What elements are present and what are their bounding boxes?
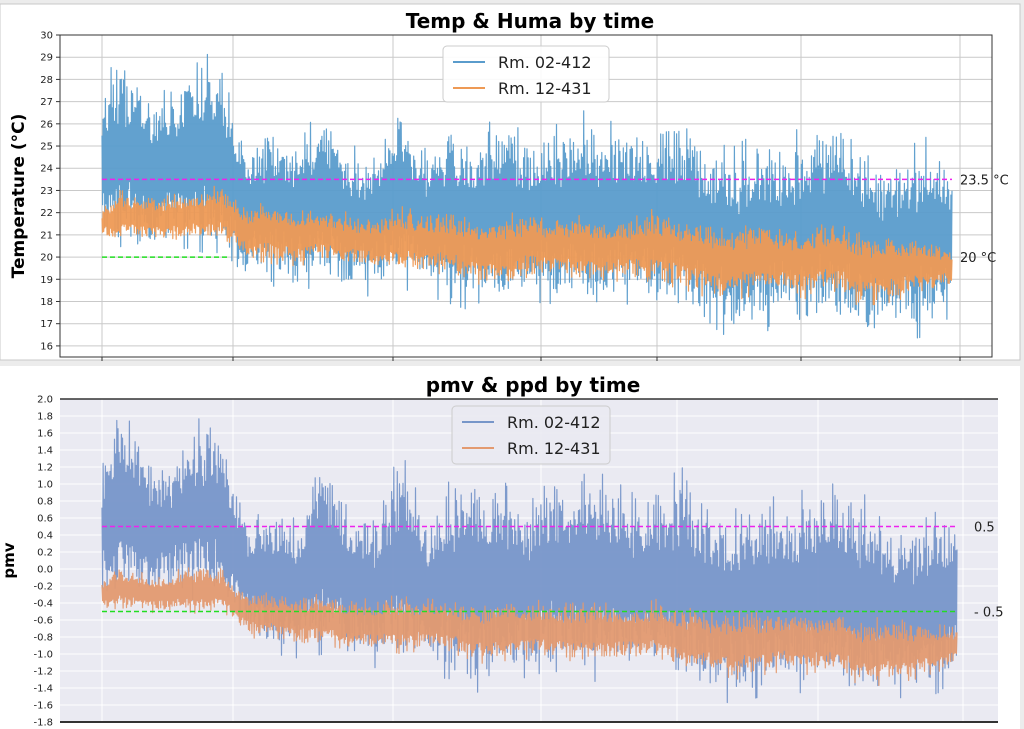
plot-frame <box>59 34 993 358</box>
temperature-chart: 16 17 18 19 20 21 22 23 24 25 26 27 28 29 30 23.5 °C 20 … <box>9 9 1009 361</box>
y-tick-label: 27 <box>40 97 53 108</box>
y-tick-label: 28 <box>40 75 53 86</box>
reference-label: 0.5 <box>974 521 995 536</box>
y-tick-label: -0.8 <box>33 633 53 644</box>
y-axis-label: Temperature (°C) <box>9 114 29 279</box>
y-axis-label: pmv <box>0 542 18 578</box>
y-tick-label: -1.2 <box>33 667 53 678</box>
y-tick-label: 26 <box>40 119 53 130</box>
legend-label: Rm. 12-431 <box>507 439 601 458</box>
y-tick-label: 20 <box>40 253 53 264</box>
series-line-rm-12-431 <box>101 567 958 686</box>
y-tick-label: 0.4 <box>37 531 53 542</box>
y-tick-label: -1.8 <box>33 718 53 729</box>
y-tick-label: 22 <box>40 208 53 219</box>
y-tick-label: 24 <box>40 164 53 175</box>
y-tick-label: -1.4 <box>33 684 53 695</box>
reference-label: 23.5 °C <box>960 173 1009 188</box>
chart-title: Temp & Huma by time <box>406 9 655 33</box>
y-tick-label: 23 <box>40 186 53 197</box>
y-tick-label: 1.6 <box>37 429 53 440</box>
y-tick-label: 30 <box>40 31 53 42</box>
series-line-rm-02-412 <box>101 53 953 339</box>
chart-title: pmv & ppd by time <box>426 373 641 397</box>
y-tick-label: -0.6 <box>33 616 53 627</box>
y-tick-label: 19 <box>40 275 53 286</box>
legend-label: Rm. 12-431 <box>498 79 592 98</box>
reference-label: 20 °C <box>960 251 996 266</box>
legend-label: Rm. 02-412 <box>507 413 601 432</box>
y-tick-label: 25 <box>40 142 53 153</box>
y-tick-label: 0.8 <box>37 497 53 508</box>
y-tick-label: 16 <box>40 341 53 352</box>
y-tick-label: -1.0 <box>33 650 53 661</box>
y-tick-label: 17 <box>40 319 53 330</box>
y-tick-label: 0.6 <box>37 514 53 525</box>
y-tick-label: 18 <box>40 297 53 308</box>
y-tick-label: -1.6 <box>33 701 53 712</box>
y-tick-label: -0.4 <box>33 599 53 610</box>
y-tick-label: 29 <box>40 53 53 64</box>
legend-box <box>451 405 611 465</box>
series-line-rm-12-431 <box>101 185 953 306</box>
y-tick-label: 1.4 <box>37 446 53 457</box>
y-tick-label: 1.2 <box>37 463 53 474</box>
y-tick-label: 1.0 <box>37 480 53 491</box>
y-tick-label: 1.8 <box>37 412 53 423</box>
y-tick-label: -0.2 <box>33 582 53 593</box>
y-tick-label: 21 <box>40 230 53 241</box>
legend-label: Rm. 02-412 <box>498 53 592 72</box>
y-tick-label: 0.0 <box>37 565 53 576</box>
reference-label: - 0.5 <box>974 606 1004 621</box>
series-line-rm-02-412 <box>101 418 958 704</box>
pmv-chart: -1.8 -1.6 -1.4 -1.2 -1.0 -0.8 -0.6 -0.4 -0.2 0.0 0… <box>0 373 1004 729</box>
y-tick-label: 0.2 <box>37 548 53 559</box>
y-tick-label: 2.0 <box>37 395 53 406</box>
